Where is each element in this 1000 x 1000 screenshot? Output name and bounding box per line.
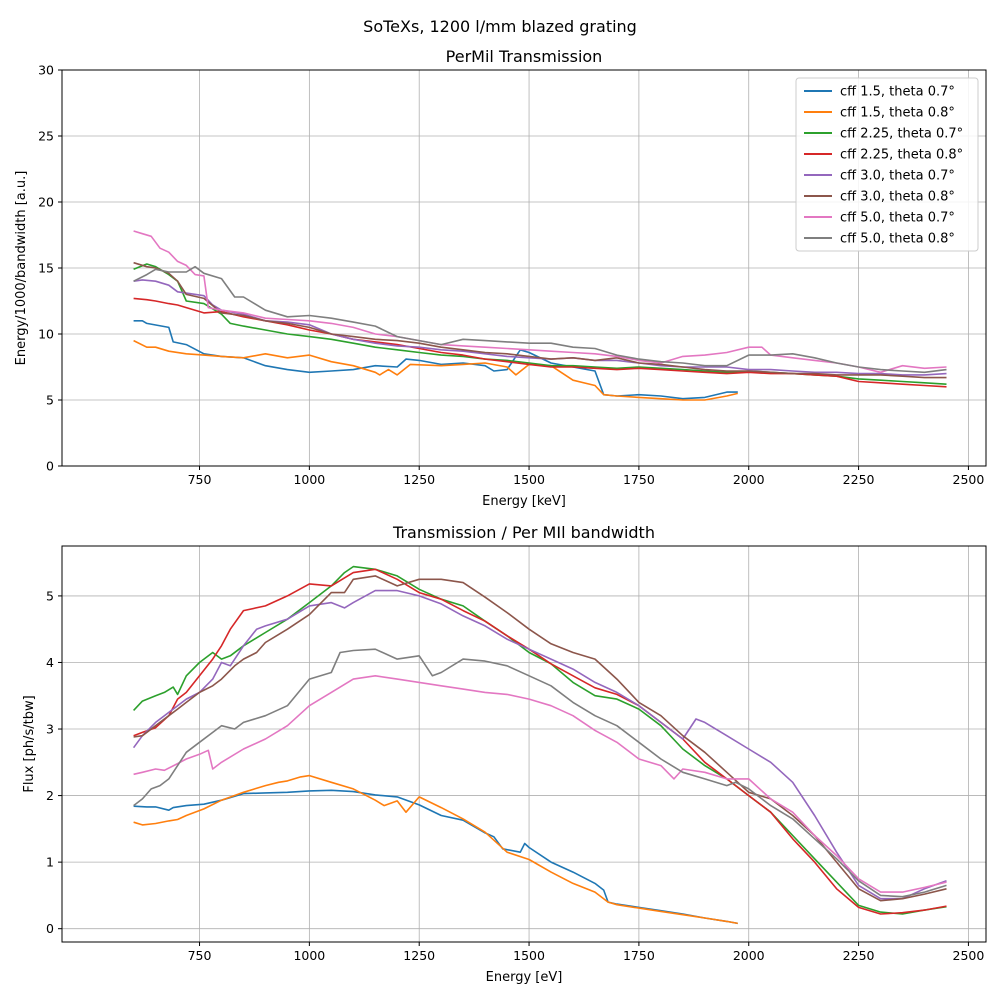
chart-panel-1: 750 1000 1250 1500 1750 2000 2250 2500 0 5 10 15 20 2… bbox=[14, 47, 987, 509]
x-axis-label: Energy [keV] bbox=[482, 494, 566, 509]
series-line-2 bbox=[133, 339, 738, 401]
series-line-7 bbox=[133, 230, 947, 374]
x-axis-label: Energy [eV] bbox=[486, 970, 563, 985]
x-tick-label: 1000 bbox=[293, 948, 325, 963]
x-tick-label: 2250 bbox=[843, 948, 875, 963]
legend-entry: cff 1.5, theta 0.7° bbox=[840, 85, 955, 100]
legend-entry: cff 5.0, theta 0.8° bbox=[840, 232, 955, 247]
legend-entry: cff 5.0, theta 0.7° bbox=[840, 211, 955, 226]
series-line-6 bbox=[133, 575, 947, 902]
x-tick-label: 2250 bbox=[843, 472, 875, 487]
x-tick-label: 2500 bbox=[953, 948, 985, 963]
y-axis-label: Energy/1000/bandwidth [a.u.] bbox=[14, 171, 29, 366]
legend: cff 1.5, theta 0.7° cff 1.5, theta 0.8° cf… bbox=[795, 77, 979, 252]
y-tick-label: 0 bbox=[46, 459, 54, 474]
chart-panel-2: 750 1000 1250 1500 1750 2000 2250 2500 0 1 2 3 4 5 Tra… bbox=[22, 523, 987, 985]
legend-entry: cff 3.0, theta 0.7° bbox=[840, 169, 955, 184]
legend-box bbox=[795, 77, 979, 252]
x-tick-label: 1000 bbox=[293, 472, 325, 487]
x-tick-label: 1750 bbox=[623, 472, 655, 487]
x-tick-label: 2000 bbox=[733, 472, 765, 487]
x-tick-label: 1500 bbox=[513, 948, 545, 963]
y-tick-label: 5 bbox=[46, 393, 54, 408]
y-tick-label: 10 bbox=[38, 327, 54, 342]
series-line-5 bbox=[132, 589, 947, 900]
x-tick-label: 2000 bbox=[733, 948, 765, 963]
x-tick-label: 1750 bbox=[623, 948, 655, 963]
series-line-7 bbox=[133, 675, 947, 893]
plot-frame bbox=[61, 545, 987, 943]
x-tick-label: 2500 bbox=[953, 472, 985, 487]
series-line-3 bbox=[133, 565, 947, 915]
chart-title: PerMil Transmission bbox=[446, 47, 603, 66]
x-tick-label: 1500 bbox=[513, 472, 545, 487]
chart-title: Transmission / Per MIl bandwidth bbox=[392, 523, 655, 542]
y-axis-label: Flux [ph/s/tbw] bbox=[22, 695, 37, 792]
y-tick-label: 5 bbox=[46, 588, 54, 603]
y-tick-label: 30 bbox=[38, 63, 54, 78]
y-tick-label: 3 bbox=[46, 722, 54, 737]
series-line-8 bbox=[133, 648, 947, 898]
series-line-8 bbox=[133, 265, 947, 374]
y-tick-label: 0 bbox=[46, 921, 54, 936]
series-line-6 bbox=[133, 261, 947, 379]
series-line-2 bbox=[133, 774, 738, 925]
x-tick-label: 750 bbox=[188, 472, 212, 487]
y-tick-label: 20 bbox=[38, 195, 54, 210]
series-line-4 bbox=[133, 568, 947, 915]
x-tick-label: 1250 bbox=[403, 472, 435, 487]
legend-entry: cff 1.5, theta 0.8° bbox=[840, 106, 955, 121]
y-tick-label: 15 bbox=[38, 261, 54, 276]
y-tick-label: 4 bbox=[46, 655, 54, 670]
legend-entry: cff 3.0, theta 0.8° bbox=[840, 190, 955, 205]
y-tick-label: 25 bbox=[38, 129, 54, 144]
x-tick-label: 750 bbox=[188, 948, 212, 963]
legend-entry: cff 2.25, theta 0.7° bbox=[840, 127, 963, 142]
x-tick-label: 1250 bbox=[403, 948, 435, 963]
y-tick-label: 2 bbox=[46, 788, 54, 803]
legend-entry: cff 2.25, theta 0.8° bbox=[840, 148, 963, 163]
figure-suptitle: SoTeXs, 1200 l/mm blazed grating bbox=[363, 17, 637, 36]
series-line-1 bbox=[133, 789, 738, 925]
y-tick-label: 1 bbox=[46, 855, 54, 870]
